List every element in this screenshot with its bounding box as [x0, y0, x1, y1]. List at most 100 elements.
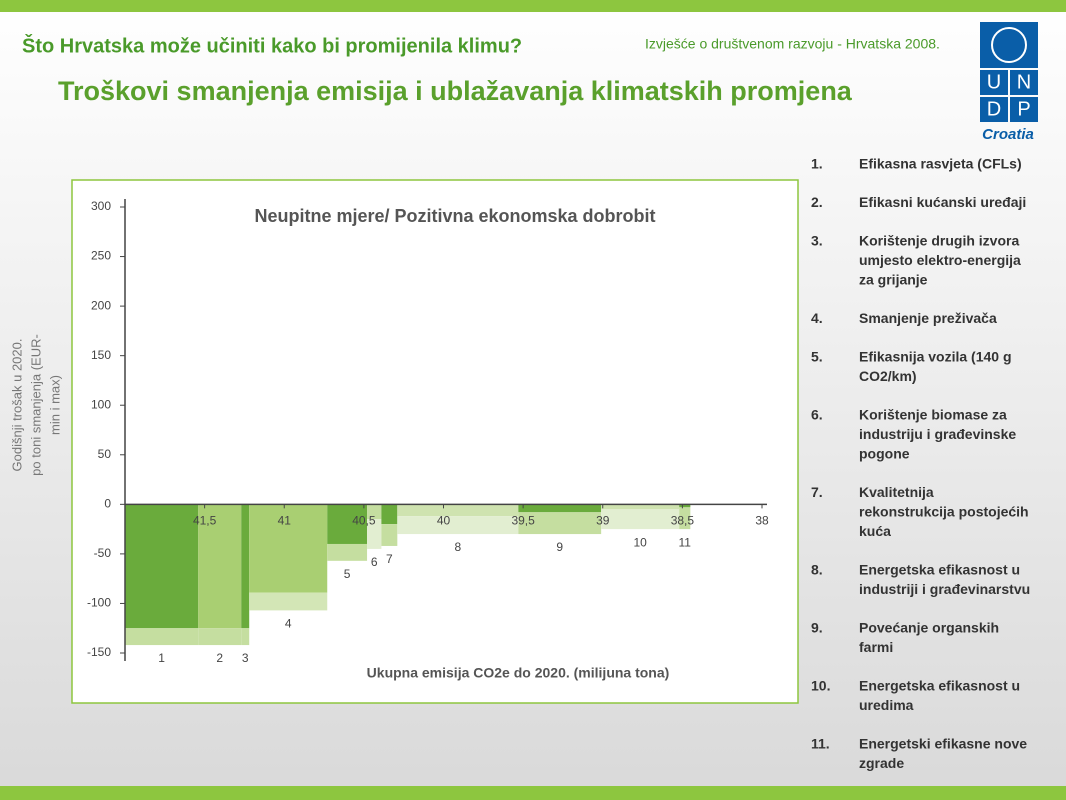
legend-text: Povećanje organskih [859, 620, 999, 636]
legend-text: Efikasni kućanski uređaji [859, 194, 1026, 210]
y-tick-label: 0 [104, 497, 111, 511]
chart-title: Neupitne mjere/ Pozitivna ekonomska dobr… [254, 206, 655, 226]
legend-text: za grijanje [859, 272, 928, 288]
bar-max [381, 524, 398, 546]
legend-text: Energetska efikasnost u [859, 678, 1020, 694]
legend-text: Smanjenje preživača [859, 310, 997, 326]
bar-min [241, 504, 250, 629]
legend-text: Energetski efikasne nove [859, 736, 1027, 752]
y-tick-label: -50 [94, 546, 112, 560]
bar-min [249, 504, 328, 593]
logo-cell [980, 97, 1008, 122]
legend-number: 10. [811, 678, 830, 694]
legend-number: 6. [811, 407, 823, 423]
legend-text: Korištenje biomase za [859, 407, 1007, 423]
report-name: Izvješće o društvenom razvoju - Hrvatska… [645, 36, 940, 52]
legend-text: rekonstrukcija postojećih [859, 504, 1029, 520]
legend-number: 2. [811, 194, 823, 210]
bar-label: 9 [556, 540, 563, 554]
logo-letter: U [987, 71, 1001, 93]
legend-text: CO2/km) [859, 368, 917, 384]
bar-label: 7 [386, 552, 393, 566]
x-axis-label: Ukupna emisija CO2e do 2020. (milijuna t… [367, 665, 670, 681]
x-tick-label: 40 [437, 514, 451, 528]
x-tick-label: 38,5 [671, 514, 695, 528]
bar-label: 3 [242, 651, 249, 665]
legend-number: 9. [811, 620, 823, 636]
x-tick-label: 41 [278, 514, 292, 528]
logo-letter: P [1017, 98, 1030, 120]
logo-cell [980, 70, 1008, 95]
legend-text: umjesto elektro-energija [859, 252, 1021, 268]
undp-logo: U N D P Croatia [980, 22, 1038, 143]
logo-cell [1010, 70, 1038, 95]
legend-number: 11. [811, 736, 830, 752]
legend-text: Energetska efikasnost u [859, 562, 1020, 578]
legend-text: Efikasna rasvjeta (CFLs) [859, 156, 1022, 172]
bar-min [601, 504, 680, 510]
bar-max [679, 507, 691, 530]
bar-label: 5 [344, 567, 351, 581]
bar-max [241, 628, 250, 646]
x-tick-label: 39,5 [511, 514, 535, 528]
bar-min [397, 504, 519, 517]
bar-label: 4 [285, 617, 292, 631]
y-tick-label: -150 [87, 645, 111, 659]
logo-emblem [991, 27, 1027, 63]
legend-number: 7. [811, 484, 823, 500]
logo-letter: N [1017, 71, 1031, 93]
legend-number: 1. [811, 156, 823, 172]
legend-text: pogone [859, 446, 910, 462]
bar-min [381, 504, 398, 525]
bar-max [249, 592, 328, 611]
bar-min [125, 504, 199, 629]
x-tick-label: 40,5 [352, 514, 376, 528]
x-tick-label: 39 [596, 514, 610, 528]
legend-text: Kvalitetnija [859, 484, 934, 500]
bar-max [601, 509, 680, 530]
logo-cell [1010, 97, 1038, 122]
legend-text: farmi [859, 639, 893, 655]
bar-label: 1 [158, 651, 165, 665]
bar-label: 11 [679, 535, 692, 549]
y-tick-label: 100 [91, 397, 111, 411]
bar-min [327, 504, 368, 544]
bar-max [198, 628, 242, 646]
legend-number: 5. [811, 349, 823, 365]
y-tick-label: 50 [98, 447, 112, 461]
y-tick-label: 250 [91, 249, 111, 263]
legend-text: industriji i građevinarstvu [859, 581, 1030, 597]
bar-max [125, 628, 199, 646]
bar-max [397, 516, 519, 535]
legend-number: 8. [811, 562, 823, 578]
x-tick-label: 38 [755, 514, 769, 528]
legend-text: Korištenje drugih izvora [859, 233, 1019, 249]
logo-letter: D [987, 98, 1001, 120]
bar-label: 2 [216, 651, 223, 665]
bar-max [367, 519, 382, 549]
legend-text: Efikasnija vozila (140 g [859, 349, 1012, 365]
y-tick-label: -100 [87, 596, 111, 610]
logo-emblem-bg [980, 22, 1038, 68]
logo-subtitle: Croatia [982, 126, 1034, 143]
y-axis-label: Godišnji trošak u 2020. [9, 339, 24, 472]
bar-min [367, 504, 382, 520]
legend-text: industriju i građevinske [859, 426, 1016, 442]
x-tick-label: 41,5 [193, 514, 217, 528]
bar-label: 10 [633, 535, 647, 549]
slide-title: Troškovi smanjenja emisija i ublažavanja… [58, 76, 853, 106]
y-tick-label: 300 [91, 199, 111, 213]
legend-text: zgrade [859, 755, 904, 771]
bar-max [518, 512, 602, 535]
bar-label: 6 [371, 555, 378, 569]
bar-max [327, 543, 368, 561]
bottom-bar [0, 786, 1066, 800]
y-tick-label: 150 [91, 348, 111, 362]
bar-min [518, 504, 602, 513]
bar-min [198, 504, 242, 629]
bar-min [679, 504, 691, 508]
legend-text: uredima [859, 697, 914, 713]
bar-label: 8 [454, 540, 461, 554]
legend-number: 4. [811, 310, 823, 326]
